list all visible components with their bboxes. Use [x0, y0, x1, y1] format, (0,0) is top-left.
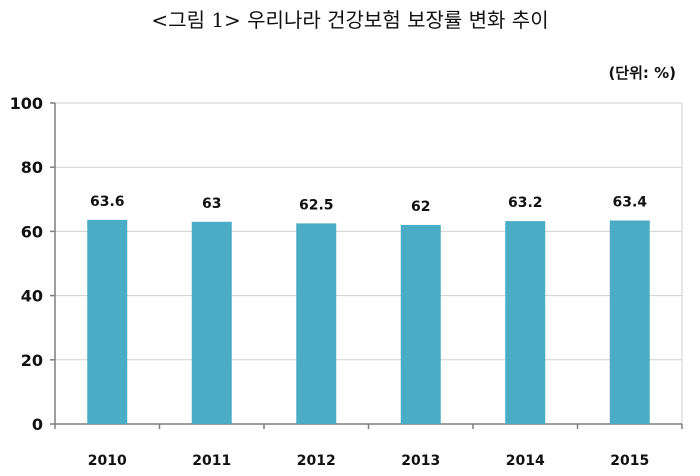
data-label-2014: 63.2	[508, 195, 543, 211]
x-tick-label-2014: 2014	[506, 453, 545, 469]
bar-2014	[505, 221, 546, 424]
y-tick-label: 0	[32, 415, 43, 434]
x-tick-label-2010: 2010	[88, 453, 127, 469]
x-tick-label-2013: 2013	[401, 453, 440, 469]
y-tick-label: 80	[21, 158, 43, 177]
bar-2012	[296, 223, 337, 424]
data-label-2012: 62.5	[299, 197, 334, 213]
y-tick-label: 20	[21, 351, 43, 370]
bar-2010	[87, 219, 128, 424]
bar-2013	[400, 224, 441, 424]
y-tick-label: 40	[21, 287, 43, 306]
bar-2015	[609, 220, 650, 424]
data-label-2011: 63	[202, 196, 221, 212]
data-label-2010: 63.6	[90, 194, 125, 210]
x-tick-label-2011: 2011	[192, 453, 231, 469]
bar-2011	[191, 221, 232, 424]
data-label-2013: 62	[411, 199, 430, 215]
y-tick-label: 100	[10, 94, 43, 113]
y-tick-label: 60	[21, 222, 43, 241]
data-label-2015: 63.4	[612, 194, 647, 210]
x-tick-label-2015: 2015	[610, 453, 649, 469]
chart-title: <그림 1> 우리나라 건강보험 보장률 변화 추이	[151, 8, 549, 32]
unit-label: (단위: %)	[608, 64, 676, 82]
x-tick-label-2012: 2012	[297, 453, 336, 469]
